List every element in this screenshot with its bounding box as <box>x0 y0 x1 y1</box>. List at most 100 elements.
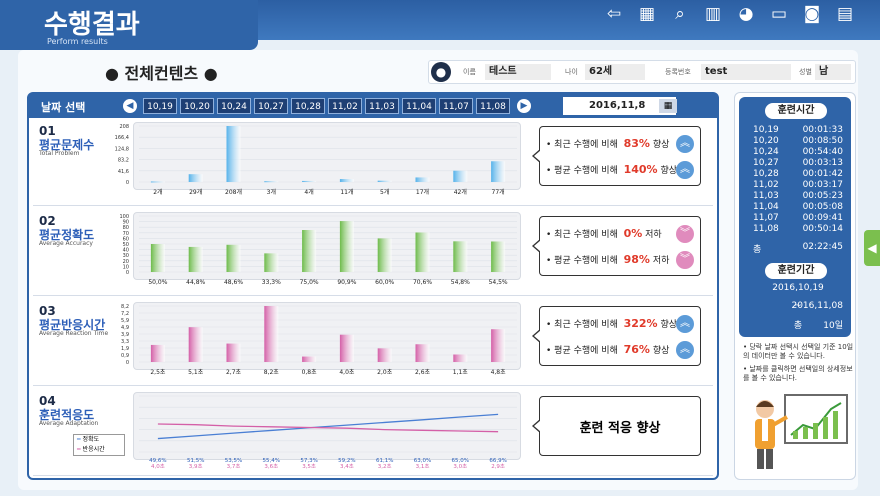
bar[interactable] <box>264 253 279 272</box>
date-button[interactable]: 10,20 <box>180 98 214 114</box>
prev-date-button[interactable]: ◀ <box>123 99 137 113</box>
chevron-up-icon[interactable]: ︽ <box>676 341 694 359</box>
calendar-icon[interactable]: ▦ <box>638 4 656 24</box>
bar[interactable] <box>150 244 165 272</box>
bar[interactable] <box>377 348 392 362</box>
bar[interactable] <box>453 354 468 362</box>
bar[interactable] <box>339 179 354 182</box>
train-date: 11,02 <box>753 180 779 190</box>
train-date: 11,07 <box>753 213 779 223</box>
bar[interactable] <box>188 174 203 182</box>
avg-trend: 저하 <box>652 256 670 266</box>
train-date: 10,19 <box>753 125 779 135</box>
bar[interactable] <box>188 246 203 272</box>
date-button[interactable]: 10,19 <box>143 98 177 114</box>
bar[interactable] <box>150 181 165 183</box>
bar[interactable] <box>188 327 203 362</box>
bar[interactable] <box>302 230 317 272</box>
bar[interactable] <box>264 306 279 362</box>
bar[interactable] <box>415 344 430 362</box>
y-tick-label: 90 <box>123 220 129 226</box>
legend-reaction-time: ━ 반응시간 <box>77 446 105 453</box>
y-tick-label: 70 <box>123 231 129 237</box>
date-button[interactable]: 10,28 <box>291 98 325 114</box>
date-button[interactable]: 11,07 <box>439 98 473 114</box>
metric-subtitle: Total Problem <box>39 150 80 157</box>
bar-label: 50,0% <box>148 279 167 286</box>
date-button[interactable]: 11,03 <box>365 98 399 114</box>
y-tick-label: 30 <box>123 253 129 259</box>
date-input[interactable]: 2016,11,8 <box>563 97 676 115</box>
metric-row: 04 훈련적응도 Average Adaptation 49,6% 4,0초 51,5… <box>33 390 713 476</box>
train-time-row: 10,19 00:01:33 <box>753 125 843 135</box>
bar[interactable] <box>302 180 317 182</box>
avg-compare: • 평균 수행에 비해 140% 향상 <box>546 163 678 176</box>
excel-icon[interactable]: ▤ <box>836 4 854 24</box>
bar[interactable] <box>339 334 354 362</box>
camera-icon[interactable]: ◙ <box>803 4 821 24</box>
bar[interactable] <box>264 181 279 183</box>
sessions-label: 총 <box>793 321 803 331</box>
accuracy-label: 63,0% <box>414 458 431 464</box>
bar[interactable] <box>226 244 241 272</box>
chevron-up-icon[interactable]: ︽ <box>676 161 694 179</box>
presentation-icon[interactable]: ▭ <box>770 4 788 24</box>
train-time-row: 11,07 00:09:41 <box>753 213 843 223</box>
avg-value: 98% <box>623 253 650 266</box>
bar-label: 11개 <box>340 188 353 196</box>
chevron-up-icon[interactable]: ︽ <box>676 315 694 333</box>
date-button[interactable]: 10,24 <box>217 98 251 114</box>
chevron-down-icon[interactable]: ︾ <box>676 251 694 269</box>
date-button[interactable]: 11,02 <box>328 98 362 114</box>
bar[interactable] <box>226 343 241 362</box>
calendar-icon[interactable]: ▦ <box>659 99 677 113</box>
date-button[interactable]: 11,08 <box>476 98 510 114</box>
bar-label: 0,8초 <box>302 369 318 376</box>
bar-label: 5,1초 <box>188 369 204 376</box>
page-title: 수행결과 <box>44 10 140 40</box>
metric-name: 평균반응시간 <box>39 318 106 332</box>
recent-compare: • 최근 수행에 비해 0% 저하 <box>546 227 662 240</box>
bar[interactable] <box>302 356 317 362</box>
bar[interactable] <box>339 221 354 272</box>
side-tab-button[interactable]: ◀ <box>864 230 880 266</box>
bar-label: 33,3% <box>262 279 281 286</box>
search-document-icon[interactable]: ⌕ <box>675 4 685 24</box>
bar[interactable] <box>150 344 165 362</box>
train-date: 11,08 <box>753 224 779 234</box>
bar[interactable] <box>491 241 506 272</box>
date-button[interactable]: 10,27 <box>254 98 288 114</box>
y-tick-label: 1,9 <box>121 346 129 352</box>
chevron-up-icon[interactable]: ︽ <box>676 135 694 153</box>
bar[interactable] <box>491 161 506 182</box>
bar-label: 60,0% <box>375 279 394 286</box>
report-chart-icon[interactable]: ▥ <box>704 4 722 24</box>
y-tick-label: 0 <box>126 360 129 366</box>
training-summary: 훈련시간 10,19 00:01:33 10,20 00:08:50 10,24 00:5… <box>739 97 851 337</box>
avg-label: 평균 수행에 비해 <box>554 346 618 356</box>
bar[interactable] <box>415 232 430 272</box>
reg-field: test <box>701 64 791 80</box>
chevron-down-icon[interactable]: ︾ <box>676 225 694 243</box>
next-date-button[interactable]: ▶ <box>517 99 531 113</box>
back-arrow-icon[interactable]: ⇦ <box>606 4 622 24</box>
metric-chart: 100 90 80 70 60 50 40 30 20 10 0 50,0% 44,8% 48,6% 33,… <box>119 212 521 286</box>
y-tick-label: 80 <box>123 225 129 231</box>
recent-label: 최근 수행에 비해 <box>554 320 618 330</box>
page-subtitle: Perform results <box>47 37 108 46</box>
y-tick-label: 60 <box>123 236 129 242</box>
y-tick-label: 83,2 <box>118 158 129 164</box>
bar[interactable] <box>415 177 430 182</box>
bar[interactable] <box>377 238 392 272</box>
avg-compare: • 평균 수행에 비해 76% 향상 <box>546 343 670 356</box>
date-button[interactable]: 11,04 <box>402 98 436 114</box>
date-select-label: 날짜 선택 <box>41 101 86 114</box>
bar[interactable] <box>377 180 392 182</box>
pie-chart-icon[interactable]: ◕ <box>738 4 754 24</box>
name-field: 테스트 <box>485 64 551 80</box>
bar[interactable] <box>453 170 468 182</box>
bar[interactable] <box>226 126 241 182</box>
bar[interactable] <box>491 329 506 362</box>
bar[interactable] <box>453 241 468 272</box>
name-label: 이름 <box>463 68 476 76</box>
